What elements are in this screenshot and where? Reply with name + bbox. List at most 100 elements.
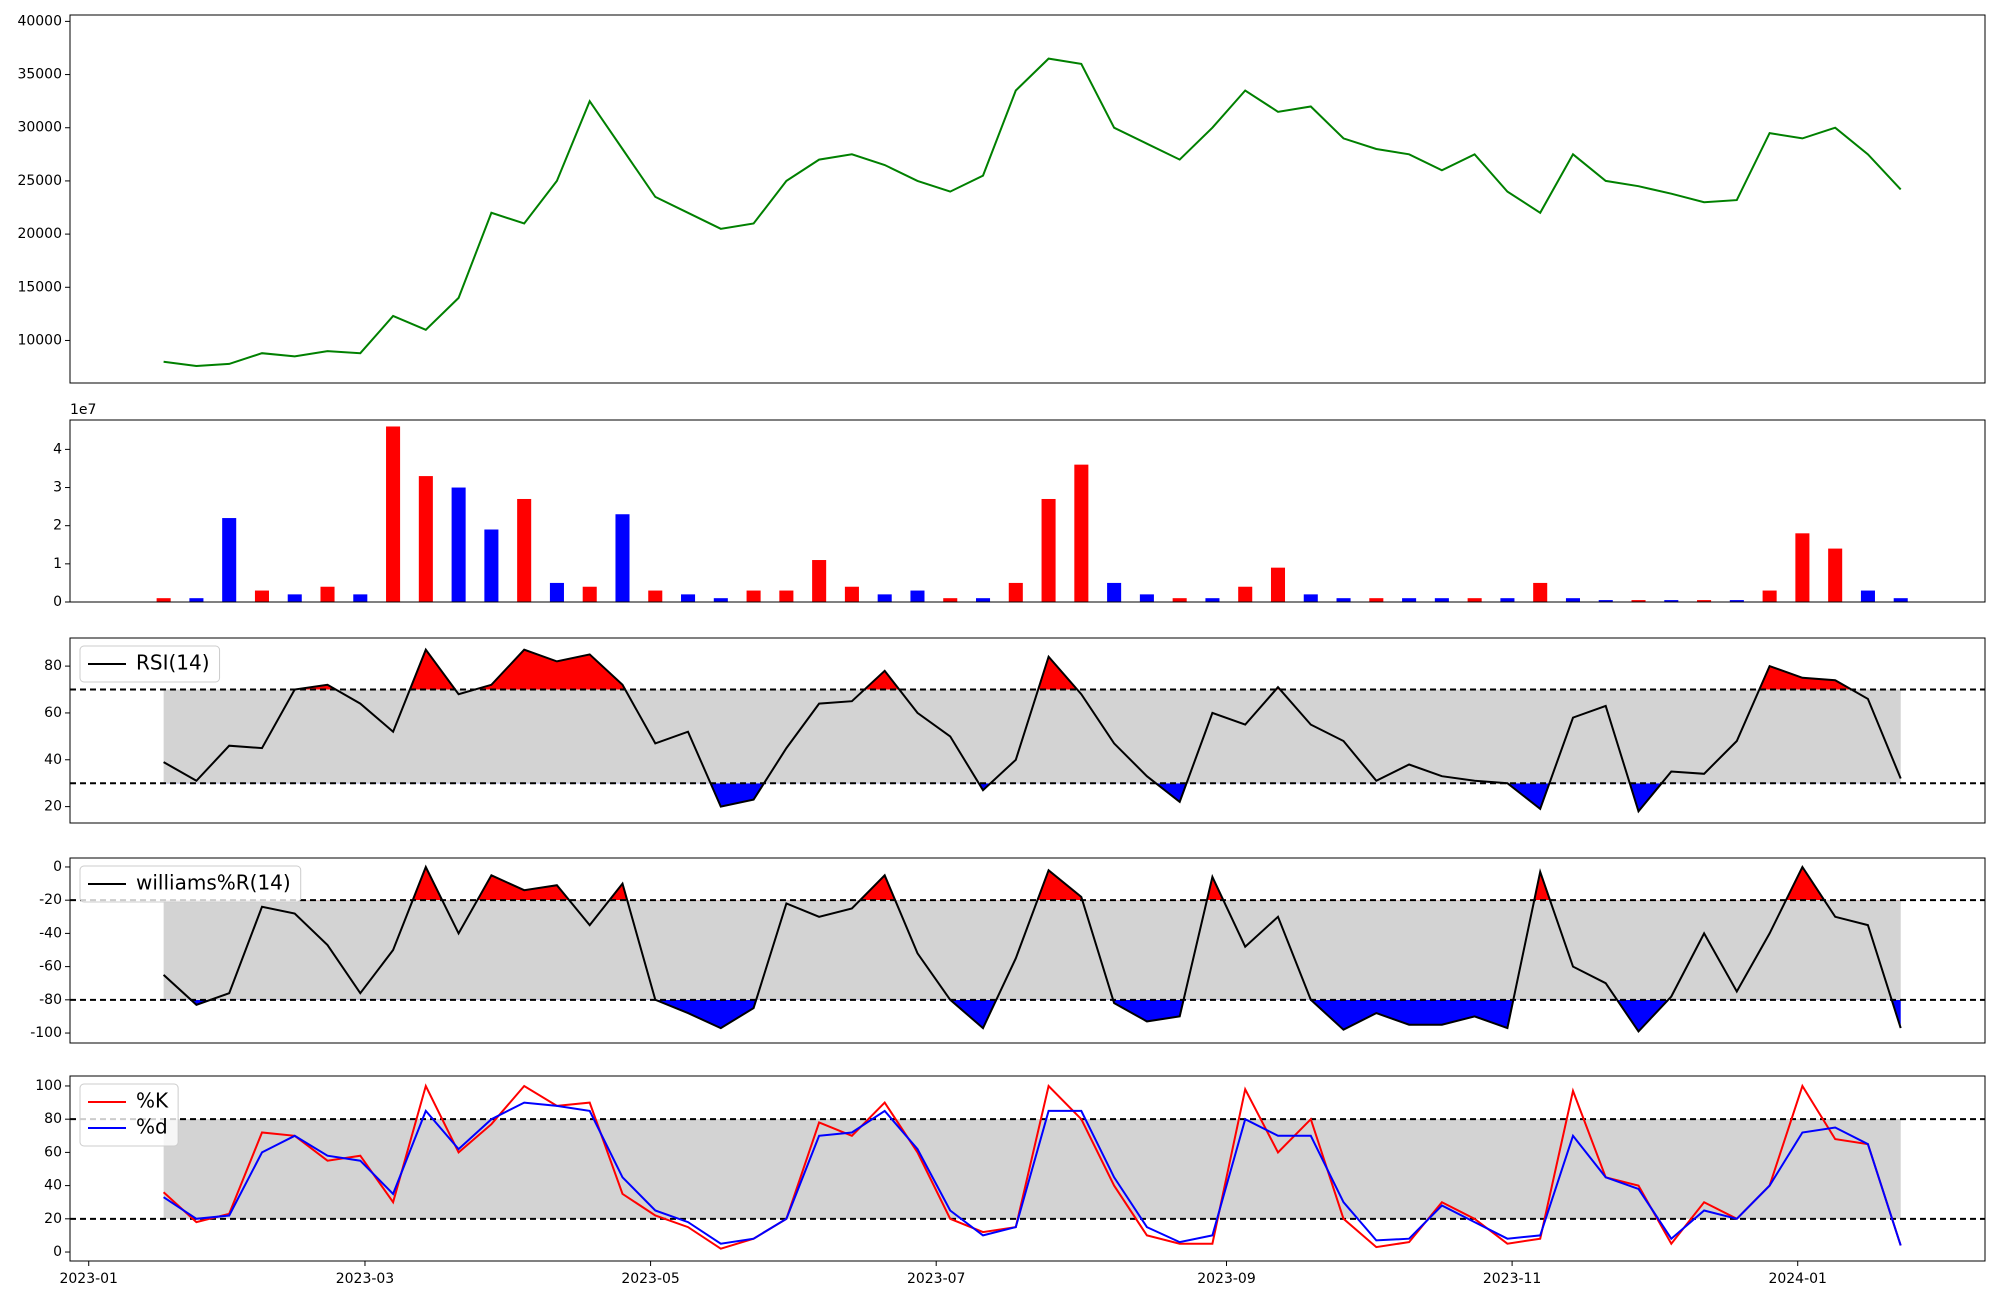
- y-tick-label: 4: [53, 441, 62, 457]
- volume-bar: [1205, 598, 1220, 602]
- volume-bar: [975, 598, 991, 602]
- volume-bar: [1402, 598, 1417, 602]
- neutral-band: [163, 689, 1901, 784]
- volume-bar: [910, 590, 925, 602]
- volume-bar: [1697, 600, 1712, 602]
- volume-bar: [681, 594, 696, 602]
- volume-bar: [1500, 598, 1515, 602]
- legend-label: %K: [136, 1089, 169, 1113]
- y-tick-label: 35000: [17, 67, 62, 83]
- y-tick-label: -100: [30, 1025, 62, 1041]
- volume-bar: [812, 560, 827, 602]
- volume-bar: [1565, 598, 1580, 602]
- x-tick-label: 2023-07: [907, 1271, 966, 1287]
- volume-bar: [517, 498, 532, 602]
- x-tick-label: 2023-09: [1197, 1271, 1256, 1287]
- x-tick-label: 2023-11: [1483, 1271, 1542, 1287]
- volume-bar: [1893, 598, 1908, 602]
- y-tick-label: -60: [39, 959, 62, 975]
- y-tick-label: 60: [44, 1144, 62, 1160]
- panel: 0 1 2 3 4 1e7: [53, 402, 1986, 610]
- volume-bar: [549, 582, 564, 602]
- volume-bar: [1729, 600, 1744, 602]
- panel: -100 -80 -60 -40 -20 0 williams%R(14): [30, 857, 1986, 1044]
- volume-bar: [1828, 548, 1843, 602]
- volume-bar: [1434, 598, 1449, 602]
- volume-bar: [1107, 582, 1122, 602]
- volume-bar: [353, 594, 368, 602]
- volume-bar: [1336, 598, 1351, 602]
- indicator-line: [163, 647, 1902, 814]
- volume-bar: [1008, 582, 1023, 602]
- volume-bar: [1139, 594, 1154, 602]
- volume-bar: [222, 518, 237, 602]
- volume-bar: [1074, 464, 1089, 602]
- axes-frame: [69, 1075, 1986, 1262]
- volume-bar: [1041, 498, 1056, 602]
- volume-bar: [1270, 567, 1286, 602]
- volume-bar: [386, 426, 401, 602]
- volume-bar: [1598, 600, 1613, 602]
- volume-bar: [1664, 600, 1679, 602]
- legend-box: [79, 645, 221, 683]
- y-tick-label: 25000: [17, 173, 62, 189]
- volume-bar: [746, 590, 761, 602]
- legend: williams%R(14): [79, 865, 302, 903]
- y-tick-label: 80: [44, 1111, 62, 1127]
- volume-bar: [844, 586, 859, 602]
- volume-bar: [1631, 600, 1646, 602]
- volume-bar: [1467, 598, 1482, 602]
- volume-bar: [943, 598, 958, 602]
- volume-bar: [287, 594, 302, 602]
- y-tick-label: 1: [53, 556, 62, 572]
- y-tick-label: 30000: [17, 120, 62, 136]
- volume-bar: [418, 476, 433, 602]
- volume-bar: [713, 598, 728, 602]
- x-tick-label: 2023-05: [621, 1271, 680, 1287]
- x-tick-label: 2023-03: [336, 1271, 395, 1287]
- indicator-line: [163, 1101, 1902, 1246]
- x-tick-label: 2023-01: [59, 1271, 118, 1287]
- legend: RSI(14): [79, 645, 221, 683]
- volume-bar: [1795, 533, 1810, 602]
- y-tick-label: 80: [44, 658, 62, 674]
- y-tick-label: 0: [53, 859, 62, 875]
- y-tick-label: 60: [44, 705, 62, 721]
- y-tick-label: -80: [39, 992, 62, 1008]
- volume-bar: [1762, 590, 1777, 602]
- y-tick-label: -40: [39, 925, 62, 941]
- y-tick-label: 20000: [17, 226, 62, 242]
- legend: %K%d: [79, 1083, 179, 1147]
- oversold-fill: [190, 999, 1901, 1032]
- y-tick-label: 2: [53, 518, 62, 534]
- y-tick-label: 20: [44, 1211, 62, 1227]
- volume-bar: [1303, 594, 1318, 602]
- volume-bar: [1172, 598, 1187, 602]
- y-tick-label: 3: [53, 480, 62, 496]
- y-tick-label: 40: [44, 1178, 62, 1194]
- y-tick-label: 15000: [17, 279, 62, 295]
- panel: 0 20 40 60 80 100 2023-01 2023-03 2023-05 2023-07…: [35, 1075, 1986, 1287]
- y-tick-label: 0: [53, 1244, 62, 1260]
- volume-bar: [254, 590, 269, 602]
- y-tick-label: 40: [44, 752, 62, 768]
- legend-label: williams%R(14): [136, 871, 291, 895]
- legend-box: [79, 1083, 179, 1147]
- legend-box: [79, 865, 302, 903]
- volume-bar: [648, 590, 663, 602]
- volume-bar: [484, 529, 499, 602]
- volume-bar: [779, 590, 794, 602]
- panel: 20 40 60 80 RSI(14): [44, 637, 1986, 824]
- price-line: [163, 57, 1902, 368]
- offset-label: 1e7: [70, 402, 96, 418]
- axes-frame: [69, 637, 1986, 824]
- axes-frame: [69, 857, 1986, 1044]
- axes-frame: [69, 419, 1986, 603]
- indicator-line: [162, 864, 1902, 1033]
- legend-label: RSI(14): [136, 651, 210, 675]
- volume-bar: [615, 514, 630, 602]
- y-tick-label: 20: [44, 799, 62, 815]
- volume-bar: [582, 586, 597, 602]
- y-tick-label: 100: [35, 1078, 62, 1094]
